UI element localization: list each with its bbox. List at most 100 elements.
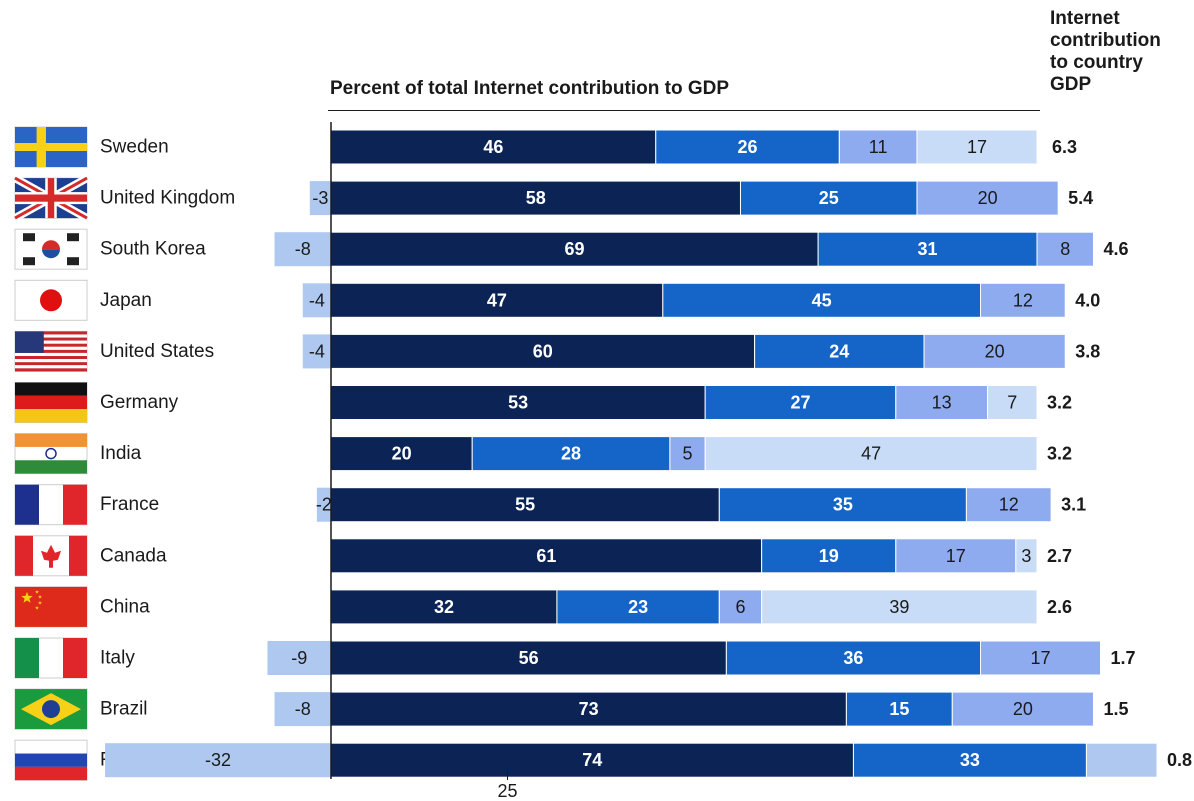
bar-segment <box>951 691 1094 727</box>
country-label: China <box>100 596 150 617</box>
gdp-value: 3.8 <box>1075 341 1100 361</box>
italy-flag <box>14 637 88 679</box>
data-label: 5 <box>683 444 693 464</box>
china-flag <box>14 586 88 628</box>
gdp-value: 2.6 <box>1047 597 1072 617</box>
bar-negative <box>267 641 331 675</box>
data-label: 17 <box>1031 648 1051 668</box>
canada-flag <box>14 535 88 577</box>
bar-segment <box>718 589 763 625</box>
data-label: 20 <box>978 188 998 208</box>
gdp-value: 6.3 <box>1052 137 1077 157</box>
data-label: 58 <box>526 188 546 208</box>
data-label: 12 <box>1013 290 1033 310</box>
bar-segment <box>662 282 982 318</box>
data-label: 17 <box>946 546 966 566</box>
bar-segment <box>704 385 897 420</box>
data-label: 35 <box>833 495 853 515</box>
bar-segment <box>916 129 1038 165</box>
bar-negative <box>302 334 331 369</box>
south-korea-flag <box>14 228 88 270</box>
gdp-value: 0.8 <box>1167 750 1192 770</box>
bar-segment <box>895 385 989 420</box>
gdp-header-line: to country <box>1050 52 1143 73</box>
bar-segment <box>965 487 1052 523</box>
bar-segment <box>330 538 763 574</box>
bar-negative <box>309 181 331 216</box>
data-label: 36 <box>843 648 863 668</box>
bar-segment <box>838 129 918 165</box>
data-label: 53 <box>508 393 528 413</box>
data-label: 33 <box>960 750 980 770</box>
country-label: Germany <box>100 392 179 413</box>
data-label: 46 <box>483 137 503 157</box>
gdp-value: 1.5 <box>1103 699 1128 719</box>
bar-segment <box>980 640 1102 676</box>
uk-flag <box>13 174 89 222</box>
gdp-value: 4.0 <box>1075 290 1100 310</box>
data-label: -9 <box>291 648 307 668</box>
bar-segment <box>330 487 720 523</box>
bar-negative <box>316 487 331 522</box>
data-label: 47 <box>487 290 507 310</box>
bar-segment <box>556 589 720 625</box>
bar-segment <box>980 282 1066 318</box>
x-tick-label: 25 <box>497 781 517 801</box>
bar-segment <box>761 538 897 574</box>
country-label: United States <box>100 341 214 362</box>
bar-segment <box>655 129 840 165</box>
data-label: 26 <box>738 137 758 157</box>
data-label: 28 <box>561 444 581 464</box>
data-label: 74 <box>582 750 602 770</box>
data-label: 20 <box>392 444 412 464</box>
bar-segment <box>330 129 657 165</box>
data-label: -2 <box>316 495 332 515</box>
country-label: United Kingdom <box>100 188 235 209</box>
gdp-value: 4.6 <box>1103 239 1128 259</box>
bar-negative <box>105 743 331 778</box>
data-label: 7 <box>1007 393 1017 413</box>
data-label: 45 <box>812 290 832 310</box>
data-label: 12 <box>999 495 1019 515</box>
data-label: 24 <box>829 341 849 361</box>
data-label: 15 <box>889 699 909 719</box>
data-label: 73 <box>579 699 599 719</box>
bar-segment <box>754 333 925 369</box>
country-label: Canada <box>100 545 167 566</box>
data-label: -8 <box>295 699 311 719</box>
gdp-column-header: Internet contribution to country GDP <box>1050 8 1161 96</box>
data-label: 55 <box>515 495 535 515</box>
gdp-value: 2.7 <box>1047 546 1072 566</box>
bar-segment <box>330 333 756 369</box>
data-label: 17 <box>967 137 987 157</box>
data-label: -4 <box>309 341 325 361</box>
bar-segment <box>1085 742 1158 778</box>
country-label: South Korea <box>100 239 206 260</box>
data-label: -32 <box>205 750 231 770</box>
data-label: 8 <box>1060 239 1070 259</box>
gdp-value: 3.1 <box>1061 495 1086 515</box>
country-label: India <box>100 443 142 464</box>
bar-segment <box>1015 538 1038 574</box>
data-label: 19 <box>819 546 839 566</box>
bar-segment <box>987 385 1038 420</box>
chart-title: Percent of total Internet contribution t… <box>330 78 729 99</box>
bar-segment <box>330 282 664 318</box>
india-flag <box>14 433 88 475</box>
country-label: Brazil <box>100 699 148 720</box>
gdp-header-line: GDP <box>1050 74 1092 95</box>
brazil-flag <box>14 688 88 730</box>
data-label: -8 <box>295 239 311 259</box>
gdp-value: 3.2 <box>1047 393 1072 413</box>
data-label: 3 <box>1021 546 1031 566</box>
data-label: 32 <box>434 597 454 617</box>
country-label: France <box>100 494 159 515</box>
country-label: Sweden <box>100 137 169 158</box>
data-label: 23 <box>628 597 648 617</box>
country-label: Italy <box>100 648 135 669</box>
gdp-value: 5.4 <box>1068 188 1093 208</box>
bar-segment <box>761 589 1038 625</box>
bar-segment <box>718 487 967 523</box>
